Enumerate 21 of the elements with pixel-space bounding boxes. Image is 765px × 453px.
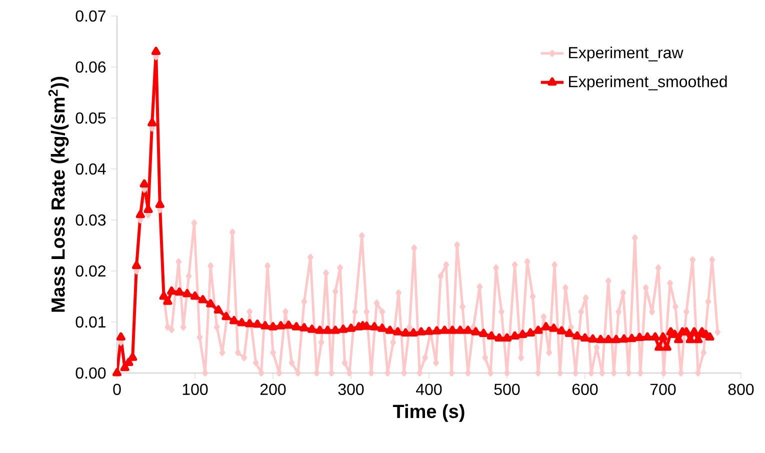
y-tick-label: 0.00	[76, 367, 106, 379]
y-tick-label: 0.06	[76, 61, 106, 73]
x-tick-label: 700	[650, 384, 676, 396]
y-tick-label: 0.04	[76, 163, 106, 175]
y-tick-label: 0.07	[76, 10, 106, 22]
legend-label: Experiment_raw	[569, 46, 684, 62]
legend-label: Experiment_smoothed	[569, 76, 727, 90]
y-tick-label: 0.05	[76, 112, 106, 124]
x-axis-title: Time (s)	[392, 404, 464, 422]
x-tick-label: 500	[494, 384, 520, 396]
y-tick-label: 0.02	[76, 265, 106, 277]
x-tick-label: 200	[260, 384, 286, 396]
y-tick-label: 0.01	[76, 316, 106, 328]
x-tick-label: 300	[338, 384, 364, 396]
x-tick-label: 600	[572, 384, 598, 396]
x-tick-label: 100	[182, 384, 208, 396]
y-tick-label: 0.03	[76, 214, 106, 226]
x-tick-label: 400	[416, 384, 442, 396]
x-tick-label: 0	[113, 384, 121, 396]
x-tick-label: 800	[728, 384, 754, 396]
y-axis-title: Mass Loss Rate (kg/(sm$^{2}$))	[48, 76, 69, 312]
